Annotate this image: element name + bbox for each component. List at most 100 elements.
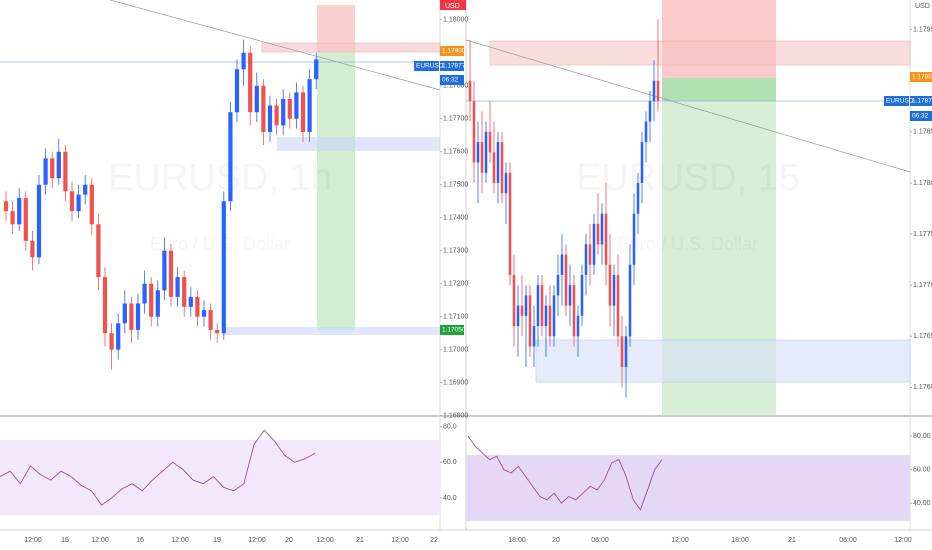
x-tick-label: 19 xyxy=(213,537,221,544)
candle-body xyxy=(644,121,648,143)
candle-body xyxy=(484,131,488,173)
currency-label: USD xyxy=(915,3,930,10)
candle-body xyxy=(572,285,576,337)
candle-body xyxy=(468,80,472,102)
candle-body xyxy=(604,213,608,265)
candle-body xyxy=(472,101,476,163)
price-tag: 06:32 xyxy=(442,77,459,84)
candle-body xyxy=(254,85,259,113)
candle-body xyxy=(516,305,520,327)
candle-body xyxy=(307,79,312,132)
candle-body xyxy=(135,303,141,330)
candle-body xyxy=(300,92,306,132)
candle-body xyxy=(520,305,524,316)
candle-body xyxy=(96,224,101,278)
candle-body xyxy=(228,112,233,202)
candle-body xyxy=(50,158,55,179)
y-tick-label: 1.17700 xyxy=(443,116,468,123)
candle-body xyxy=(568,285,572,306)
candle-body xyxy=(234,69,240,113)
rsi-tick-label: 80.00 xyxy=(913,433,931,440)
candle-body xyxy=(201,310,207,317)
candle-body xyxy=(640,142,644,183)
price-tag: 1.17900 xyxy=(912,74,932,81)
candle-body xyxy=(564,254,568,306)
x-tick-label: 06:00 xyxy=(839,537,857,544)
demand-zone xyxy=(277,137,440,151)
supply-zone xyxy=(261,42,441,53)
y-tick-label: 1.17600 xyxy=(913,384,932,391)
candle-body xyxy=(624,336,628,367)
demand-zone xyxy=(222,327,440,335)
candle-body xyxy=(122,303,127,324)
y-tick-label: 1.17800 xyxy=(913,180,932,187)
candle-body xyxy=(528,295,532,347)
x-tick-label: 12:00 xyxy=(248,537,266,544)
rsi-line xyxy=(467,435,663,511)
candle-body xyxy=(188,296,193,307)
trendline xyxy=(109,0,441,91)
symbol-tag: EURUSD xyxy=(886,98,914,105)
y-tick-label: 1.17000 xyxy=(443,347,468,354)
candle-body xyxy=(600,213,604,245)
candle-body xyxy=(287,98,292,119)
candle-body xyxy=(488,131,492,153)
candle-body xyxy=(23,197,28,241)
candle-body xyxy=(83,184,88,195)
y-tick-label: 1.17500 xyxy=(443,182,468,189)
candle-body xyxy=(267,105,273,132)
candle-body xyxy=(648,101,652,122)
price-tag-box xyxy=(440,46,464,56)
y-tick-label: 1.16900 xyxy=(443,380,468,387)
candle-body xyxy=(608,264,612,306)
rsi-tick-label: 40.00 xyxy=(913,500,931,507)
y-tick-label: 1.17600 xyxy=(443,149,468,156)
watermark-title: EURUSD, 15 xyxy=(576,157,800,199)
x-tick-label: 12:00 xyxy=(316,537,334,544)
watermark-title: EURUSD, 1h xyxy=(108,157,332,199)
candle-body xyxy=(76,194,81,212)
price-tag-box xyxy=(440,61,464,71)
candle-body xyxy=(142,283,147,304)
candle-body xyxy=(508,172,512,275)
candle-body xyxy=(69,191,75,212)
candle-body xyxy=(162,250,167,291)
symbol-tag: EURUSD xyxy=(416,63,444,70)
rsi-tick-label: 60.00 xyxy=(913,466,931,473)
price-tag: 1.17877 xyxy=(442,63,466,70)
candle-body xyxy=(504,172,508,194)
candle-body xyxy=(540,285,544,327)
x-tick-label: 21 xyxy=(356,537,364,544)
candle-body xyxy=(652,80,656,102)
candle-body xyxy=(248,52,253,113)
candle-body xyxy=(30,240,35,258)
candle-body xyxy=(195,296,200,317)
candle-body xyxy=(524,295,528,316)
candle-body xyxy=(116,323,121,350)
red-axis-box xyxy=(440,0,466,10)
demand-zone xyxy=(535,339,911,383)
stop-zone xyxy=(662,0,776,78)
y-tick-label: 1.17650 xyxy=(913,333,932,340)
price-tag: 1.17877 xyxy=(912,98,932,105)
candle-body xyxy=(636,182,640,214)
filled-zone xyxy=(662,78,776,101)
candle-body xyxy=(656,80,660,102)
watermark-subtitle: Euro / U.S. Dollar xyxy=(618,234,758,254)
price-tag-box xyxy=(910,96,932,106)
x-tick-label: 20 xyxy=(552,537,560,544)
x-tick-label: 12:00 xyxy=(91,537,109,544)
x-tick-label: 18:00 xyxy=(731,537,749,544)
candle-body xyxy=(560,254,564,275)
candle-body xyxy=(612,274,616,306)
target-zone xyxy=(317,52,355,330)
symbol-tag-box xyxy=(884,96,909,106)
candle-body xyxy=(584,244,588,275)
price-tag: 1.17900 xyxy=(442,48,466,55)
price-tag-box xyxy=(910,111,932,121)
candle-body xyxy=(109,333,114,350)
rsi-band xyxy=(466,455,910,521)
candle-body xyxy=(512,274,516,327)
candle-body xyxy=(182,277,187,307)
candle-body xyxy=(314,59,319,80)
